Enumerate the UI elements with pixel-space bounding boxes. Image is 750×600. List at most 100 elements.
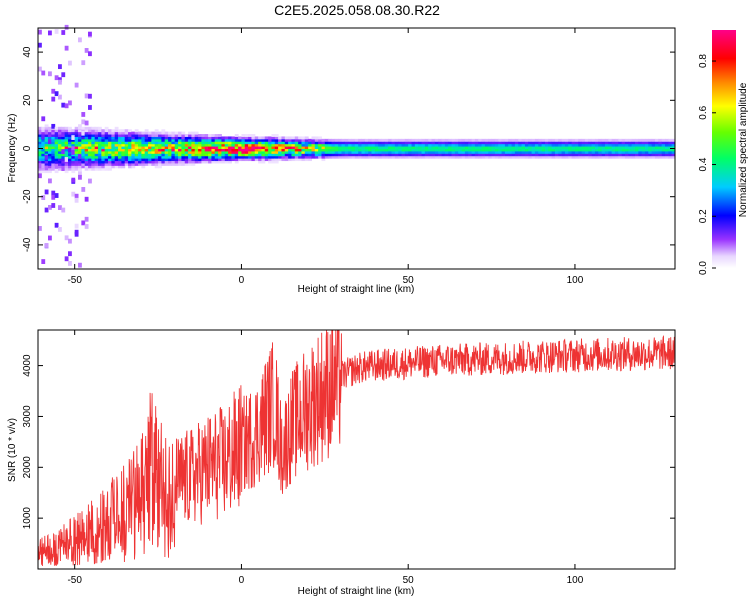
heatmap-cell <box>194 143 199 147</box>
heatmap-cell <box>521 143 526 147</box>
heatmap-cell <box>358 138 363 142</box>
heatmap-cell <box>238 158 242 162</box>
heatmap-cell <box>208 150 212 154</box>
heatmap-cell <box>624 143 629 147</box>
heatmap-cell <box>274 148 279 152</box>
heatmap-cell <box>84 120 89 126</box>
heatmap-cell <box>401 138 406 142</box>
heatmap-cell <box>68 141 72 145</box>
heatmap-cell <box>458 146 463 149</box>
heatmap-cell <box>71 191 76 197</box>
heatmap-cell <box>78 150 82 154</box>
heatmap-cell <box>588 153 593 157</box>
heatmap-cell <box>204 148 209 152</box>
heatmap-cell <box>441 146 446 149</box>
heatmap-cell <box>378 153 383 157</box>
heatmap-cell <box>221 141 226 145</box>
snr-xtick-label: 50 <box>403 575 415 586</box>
heatmap-cell <box>181 146 186 149</box>
heatmap-cell <box>184 160 189 164</box>
heatmap-cell <box>44 170 49 174</box>
heatmap-cell <box>514 148 519 152</box>
heatmap-cell <box>294 150 299 154</box>
heatmap-cell <box>71 170 76 174</box>
heatmap-cell <box>234 153 239 157</box>
heatmap-cell <box>94 138 99 142</box>
heatmap-cell <box>468 141 473 145</box>
heatmap-cell <box>391 138 396 142</box>
heatmap-cell <box>154 148 159 152</box>
heatmap-cell <box>241 155 246 159</box>
heatmap-cell <box>284 138 289 142</box>
heatmap-cell <box>288 146 292 149</box>
heatmap-cell <box>521 138 526 142</box>
heatmap-cell <box>61 138 66 142</box>
heatmap-cell <box>374 143 379 147</box>
heatmap-cell <box>68 147 72 153</box>
heatmap-cell <box>131 131 136 135</box>
heatmap-cell <box>311 155 316 159</box>
heatmap-cell <box>594 155 599 159</box>
heatmap-cell <box>568 138 573 142</box>
heatmap-cell <box>54 129 59 133</box>
heatmap-cell <box>301 155 306 159</box>
heatmap-cell <box>174 143 179 147</box>
heatmap-cell <box>108 158 112 162</box>
heatmap-cell <box>128 136 132 140</box>
heatmap-cell <box>151 143 156 147</box>
heatmap-cell <box>104 167 109 171</box>
heatmap-cell <box>394 155 399 159</box>
heatmap-cell <box>191 136 196 140</box>
heatmap-cell <box>158 138 162 142</box>
heatmap-cell <box>91 150 96 154</box>
heatmap-cell <box>208 160 212 164</box>
heatmap-cell <box>411 150 416 154</box>
heatmap-cell <box>554 146 559 149</box>
heatmap-cell <box>641 138 646 142</box>
heatmap-cell <box>438 143 443 147</box>
heatmap-cell <box>174 155 179 159</box>
heatmap-cell <box>211 158 216 162</box>
heatmap-cell <box>588 138 593 142</box>
heatmap-cell <box>91 141 96 145</box>
heatmap-cell <box>248 134 252 137</box>
heatmap-cell <box>161 148 166 152</box>
heatmap-cell <box>68 138 72 142</box>
heatmap-cell <box>271 138 276 142</box>
heatmap-cell <box>481 138 486 142</box>
heatmap-cell <box>454 141 459 145</box>
heatmap-cell <box>251 155 256 159</box>
heatmap-cell <box>644 153 649 157</box>
heatmap-cell <box>214 134 219 137</box>
heatmap-cell <box>298 148 302 152</box>
heatmap-cell <box>108 129 112 133</box>
heatmap-cell <box>404 141 409 145</box>
heatmap-cell <box>91 165 96 169</box>
heatmap-cell <box>171 158 176 162</box>
heatmap-cell <box>54 75 59 81</box>
heatmap-cell <box>114 129 119 133</box>
heatmap-cell <box>94 165 99 169</box>
heatmap-cell <box>371 141 376 145</box>
heatmap-cell <box>491 143 496 147</box>
heatmap-cell <box>371 148 376 152</box>
heatmap-cell <box>571 148 576 152</box>
heatmap-cell <box>101 148 106 152</box>
heatmap-cell <box>118 143 122 147</box>
heatmap-cell <box>198 134 202 137</box>
heatmap-cell <box>598 153 603 157</box>
heatmap-cell <box>101 146 106 149</box>
heatmap-cell <box>281 148 286 152</box>
heatmap-cell <box>394 148 399 152</box>
heatmap-cell <box>54 91 59 97</box>
heatmap-cell <box>204 150 209 154</box>
heatmap-cell <box>384 146 389 149</box>
heatmap-cell <box>314 141 319 145</box>
heatmap-cell <box>281 146 286 149</box>
heatmap-cell <box>104 143 109 147</box>
heatmap-cell <box>208 148 212 152</box>
heatmap-cell <box>224 155 229 159</box>
heatmap-cell <box>444 150 449 154</box>
heatmap-cell <box>51 136 56 140</box>
heatmap-cell <box>218 160 222 164</box>
